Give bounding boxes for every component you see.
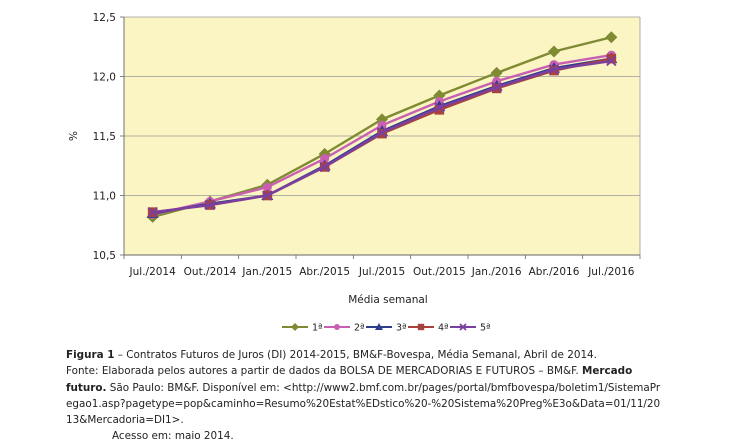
legend-label: 5ª (480, 323, 491, 334)
data-point (434, 105, 445, 115)
figure-source: Fonte: Elaborada pelos autores a partir … (66, 363, 666, 428)
data-point (606, 53, 617, 64)
x-tick-label: Jul./2015 (358, 266, 405, 278)
data-point (147, 207, 158, 218)
legend-item: 4ª (408, 323, 449, 334)
series-group (146, 31, 618, 223)
y-tick-label: 12,0 (93, 72, 116, 84)
x-tick-label: Abr./2015 (299, 266, 350, 278)
x-tick-label: Jul./2014 (129, 266, 177, 278)
y-tick-labels: 10,5 11,0 11,5 12,0 12,5 (93, 12, 116, 262)
data-point (376, 127, 388, 138)
y-axis-label: % (68, 131, 80, 141)
legend-item: 5ª (450, 323, 491, 334)
data-point (548, 45, 560, 58)
data-point (434, 102, 445, 113)
source-text-1: Elaborada pelos autores a partir de dado… (98, 365, 582, 378)
data-point (320, 154, 330, 164)
y-tick-label: 11,0 (93, 191, 116, 203)
series-5 (147, 55, 617, 218)
source-label: Fonte: (66, 365, 99, 378)
x-tick-labels: Jul./2014 Out./2014 Jan./2015 Abr./2015 Jul.… (129, 266, 635, 278)
x-tick-label: Jul./2016 (587, 266, 635, 278)
access-date: Acesso em: maio 2014. (112, 430, 234, 443)
line-chart: 10,511,011,512,012,5 Jul./2014 Out./2014 J… (68, 12, 641, 334)
data-point (606, 55, 617, 67)
legend-marker (375, 323, 383, 330)
y-tick-label: 11,5 (93, 131, 116, 143)
figure-text: – Contratos Futuros de Juros (DI) 2014-2… (114, 349, 597, 361)
data-point (605, 31, 618, 44)
legend-marker (417, 323, 425, 331)
data-point (490, 66, 503, 79)
axes (123, 17, 641, 259)
data-point (491, 82, 502, 93)
figure-caption: Figura 1 – Contratos Futuros de Juros (D… (66, 347, 666, 445)
figure-title: Figura 1 – Contratos Futuros de Juros (D… (66, 347, 666, 363)
data-point (204, 199, 216, 211)
x-tick-label: Out./2015 (413, 266, 466, 278)
data-point (262, 182, 272, 192)
x-tick-label: Abr./2016 (529, 266, 580, 278)
y-tick-label: 12,5 (93, 12, 116, 24)
source-bold: Mercado futuro. (66, 365, 633, 394)
legend-item: 1ª (282, 323, 323, 334)
legend-marker (334, 324, 340, 330)
legend-marker (291, 323, 299, 331)
data-point (319, 161, 330, 173)
legend-label: 3ª (396, 323, 407, 334)
x-axis-label: Média semanal (348, 294, 427, 306)
source-text-2: São Paulo: BM&F. Disponível em: <http://… (66, 381, 661, 427)
data-point (262, 190, 273, 201)
y-tick-label: 10,5 (93, 250, 116, 262)
figure-label: Figura 1 (66, 349, 115, 361)
data-point (548, 64, 560, 75)
legend-label: 4ª (438, 323, 449, 334)
legend-label: 1ª (312, 323, 323, 334)
x-tick-label: Jan./2016 (471, 266, 522, 278)
legend-marker (459, 323, 467, 331)
legend-label: 2ª (354, 323, 365, 334)
x-tick-label: Jan./2015 (241, 266, 292, 278)
x-tick-label: Out./2014 (184, 266, 237, 278)
legend-item: 2ª (324, 323, 365, 334)
legend-item: 3ª (366, 323, 407, 334)
legend: 1ª 2ª 3ª 4ª 5ª (282, 323, 491, 334)
